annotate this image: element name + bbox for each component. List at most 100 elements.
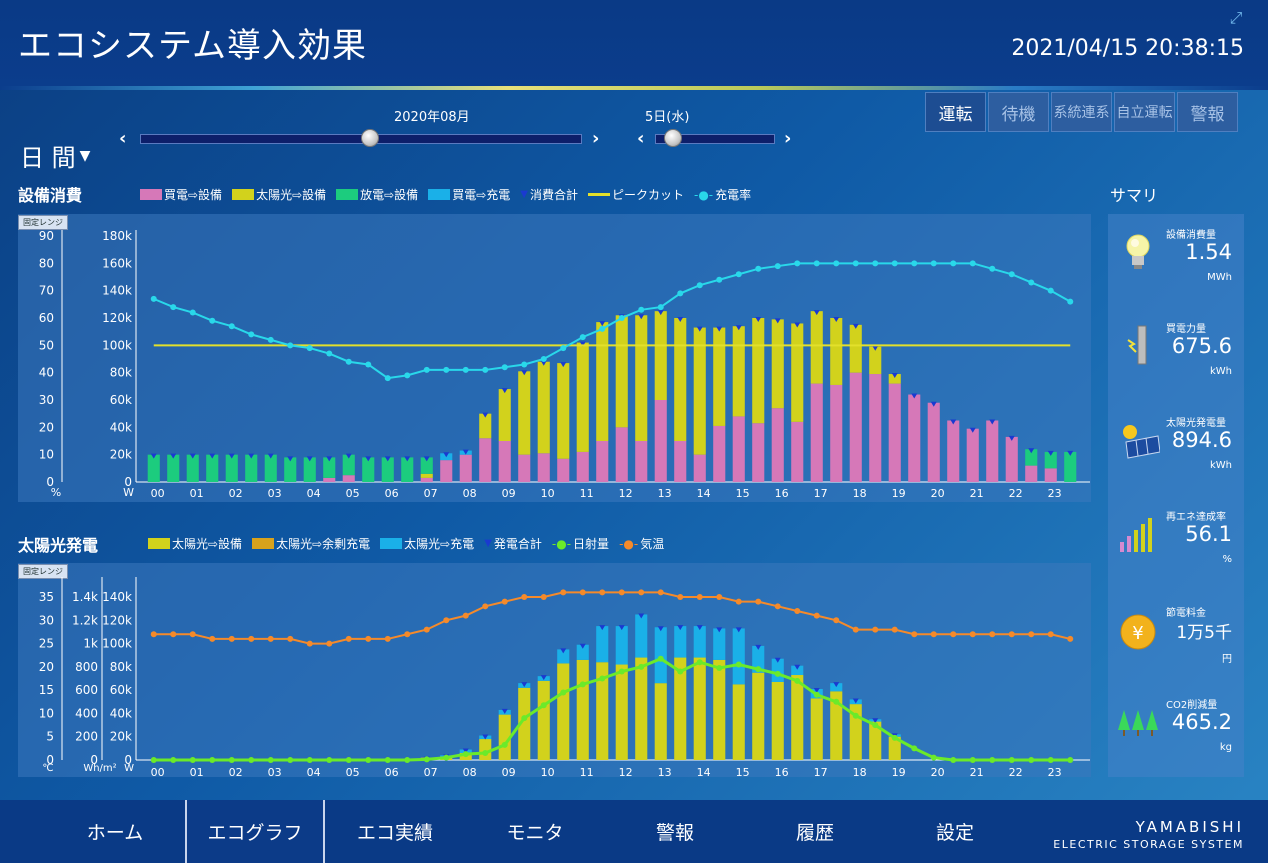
charge-rate-point (930, 260, 937, 267)
charge-rate-point (969, 260, 976, 267)
bar-grid (1005, 436, 1018, 482)
consumption-range-tag[interactable]: 固定レンジ (18, 215, 68, 230)
mode-button-run[interactable]: 運転 (925, 92, 986, 132)
total-marker (852, 698, 859, 704)
temperature-point (677, 594, 684, 600)
mode-button-alarm[interactable]: 警報 (1177, 92, 1238, 132)
nav-eco-results[interactable]: エコ実績 (356, 822, 433, 844)
y-tick-label: 40k (110, 420, 132, 434)
solar-range-tag[interactable]: 固定レンジ (18, 564, 68, 579)
y2-tick-label: 40 (39, 366, 54, 380)
irr-tick-label: 600 (75, 683, 98, 697)
summary-unit: kg (1219, 742, 1232, 753)
charge-rate-point (560, 345, 567, 352)
bar-solar (888, 736, 901, 760)
total-marker (482, 734, 489, 740)
bar-solar (654, 683, 667, 760)
irradiance-point (1067, 757, 1074, 763)
y2-tick-label: 20 (39, 420, 54, 434)
x-tick-label: 21 (970, 766, 984, 777)
bar-grid (674, 441, 687, 482)
mode-button-standalone[interactable]: 自立運転 (1114, 92, 1175, 132)
temperature-point (794, 607, 801, 614)
bar-discharge (206, 454, 219, 482)
month-next-arrow-icon[interactable]: › (592, 128, 600, 149)
x-tick-label: 13 (658, 766, 672, 777)
nav-home[interactable]: ホーム (86, 822, 144, 844)
consumption-chart: 020k40k60k80k100k120k140k160k180k0102030… (39, 229, 1090, 500)
total-marker (306, 456, 313, 462)
x-tick-label: 19 (892, 487, 906, 500)
irradiance-point (540, 702, 547, 709)
nav-alarm[interactable]: 警報 (655, 822, 694, 844)
y-unit-label: W (123, 486, 134, 499)
legend-charge-rate: -●- 充電率 (693, 187, 752, 203)
total-marker (755, 644, 762, 650)
y-tick-label: 120k (102, 613, 132, 627)
solar-legend: 太陽光⇨設備 太陽光⇨余剰充電 太陽光⇨充電 ▼ 発電合計 -●- 日射量 -●- 気… (148, 535, 664, 552)
charge-rate-point (540, 356, 547, 362)
y2-tick-label: 90 (39, 229, 54, 243)
temperature-point (599, 589, 606, 596)
total-marker (735, 325, 742, 331)
bar-grid (596, 441, 609, 482)
month-prev-arrow-icon[interactable]: ‹ (119, 128, 127, 149)
bar-discharge (1044, 451, 1057, 469)
mode-button-standby[interactable]: 待機 (988, 92, 1049, 132)
irradiance-point (891, 734, 898, 741)
mode-button-grid-tie[interactable]: 系統連系 (1051, 92, 1112, 132)
temperature-point (443, 617, 450, 624)
header-bar (0, 0, 1268, 88)
legend-grid-to-equipment: 買電⇨設備 (140, 186, 222, 203)
x-tick-label: 02 (229, 766, 243, 777)
charge-rate-point (755, 265, 762, 272)
total-marker (287, 456, 294, 462)
total-marker (755, 317, 762, 322)
y2-tick-label: 50 (39, 338, 54, 352)
summary-value: 56.1 (1185, 522, 1232, 546)
bar-charge (693, 626, 706, 658)
charge-rate-point (443, 366, 450, 373)
total-marker (872, 718, 879, 724)
day-prev-arrow-icon[interactable]: ‹ (637, 128, 645, 149)
nav-monitor[interactable]: モニタ (506, 822, 564, 844)
month-label: 2020年08月 (394, 110, 470, 125)
svg-text:¥: ¥ (1132, 623, 1143, 644)
charge-rate-point (423, 366, 430, 373)
x-tick-label: 12 (619, 766, 633, 777)
charge-rate-point (1047, 287, 1054, 294)
nav-settings[interactable]: 設定 (935, 822, 974, 844)
irradiance-point (443, 754, 450, 761)
nav-eco-graph[interactable]: エコグラフ (185, 800, 325, 863)
irradiance-point (501, 741, 508, 748)
bar-solar (849, 324, 862, 373)
temperature-point (267, 635, 274, 642)
expand-icon[interactable]: ⤢ (1229, 8, 1243, 27)
day-next-arrow-icon[interactable]: › (784, 128, 792, 149)
day-slider-track[interactable] (655, 134, 775, 144)
nav-history[interactable]: 履歴 (795, 822, 834, 844)
bar-grid (888, 383, 901, 482)
bar-grid (518, 454, 531, 482)
total-marker (521, 370, 528, 376)
day-slider-knob[interactable] (663, 129, 682, 147)
x-tick-label: 00 (151, 487, 165, 500)
month-slider-knob[interactable] (360, 129, 379, 147)
temperature-point (326, 640, 333, 647)
bar-grid (1025, 465, 1038, 482)
x-tick-label: 22 (1009, 487, 1023, 500)
y-tick-label: 20k (110, 448, 132, 462)
w-unit-label: W (124, 763, 134, 774)
total-marker (833, 317, 840, 322)
x-tick-label: 17 (814, 766, 828, 777)
charge-rate-point (482, 366, 489, 373)
irradiance-point (716, 665, 723, 672)
irr-tick-label: 400 (75, 706, 98, 720)
summary-item-savings: ¥ 節電料金 1万5千 円 (1108, 604, 1244, 694)
temperature-point (618, 589, 625, 596)
temperature-point (638, 589, 645, 596)
bar-grid (947, 420, 960, 482)
period-select[interactable]: 日 間 ▼ (20, 138, 90, 173)
trees-icon (1118, 710, 1158, 736)
irradiance-point (1008, 757, 1015, 763)
